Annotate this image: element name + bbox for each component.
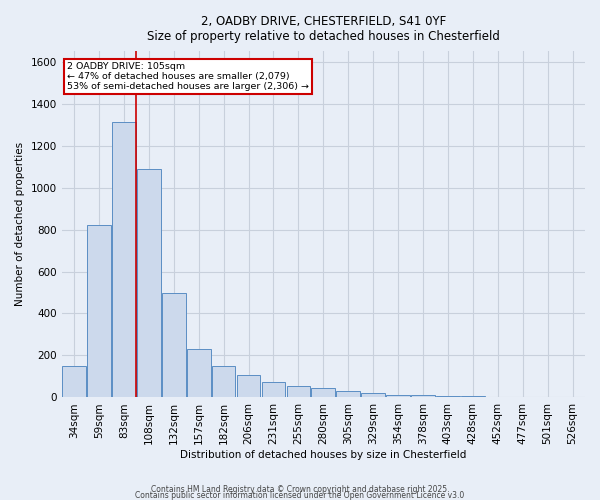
Bar bbox=[436, 396, 460, 398]
Bar bbox=[511, 396, 535, 398]
Bar bbox=[287, 386, 310, 398]
Bar bbox=[162, 292, 185, 398]
Bar bbox=[87, 226, 111, 398]
Bar bbox=[262, 382, 286, 398]
Text: Contains HM Land Registry data © Crown copyright and database right 2025.: Contains HM Land Registry data © Crown c… bbox=[151, 486, 449, 494]
Bar bbox=[561, 397, 584, 398]
Bar bbox=[137, 168, 161, 398]
Bar bbox=[187, 349, 211, 398]
X-axis label: Distribution of detached houses by size in Chesterfield: Distribution of detached houses by size … bbox=[180, 450, 467, 460]
Bar bbox=[536, 397, 559, 398]
Bar bbox=[62, 366, 86, 398]
Bar bbox=[461, 396, 485, 398]
Bar bbox=[411, 396, 435, 398]
Bar bbox=[237, 376, 260, 398]
Bar bbox=[212, 366, 235, 398]
Bar bbox=[386, 394, 410, 398]
Bar bbox=[337, 391, 360, 398]
Bar bbox=[112, 122, 136, 398]
Title: 2, OADBY DRIVE, CHESTERFIELD, S41 0YF
Size of property relative to detached hous: 2, OADBY DRIVE, CHESTERFIELD, S41 0YF Si… bbox=[147, 15, 500, 43]
Bar bbox=[361, 394, 385, 398]
Text: 2 OADBY DRIVE: 105sqm
← 47% of detached houses are smaller (2,079)
53% of semi-d: 2 OADBY DRIVE: 105sqm ← 47% of detached … bbox=[67, 62, 309, 92]
Text: Contains public sector information licensed under the Open Government Licence v3: Contains public sector information licen… bbox=[136, 492, 464, 500]
Bar bbox=[486, 396, 509, 398]
Bar bbox=[311, 388, 335, 398]
Y-axis label: Number of detached properties: Number of detached properties bbox=[15, 142, 25, 306]
